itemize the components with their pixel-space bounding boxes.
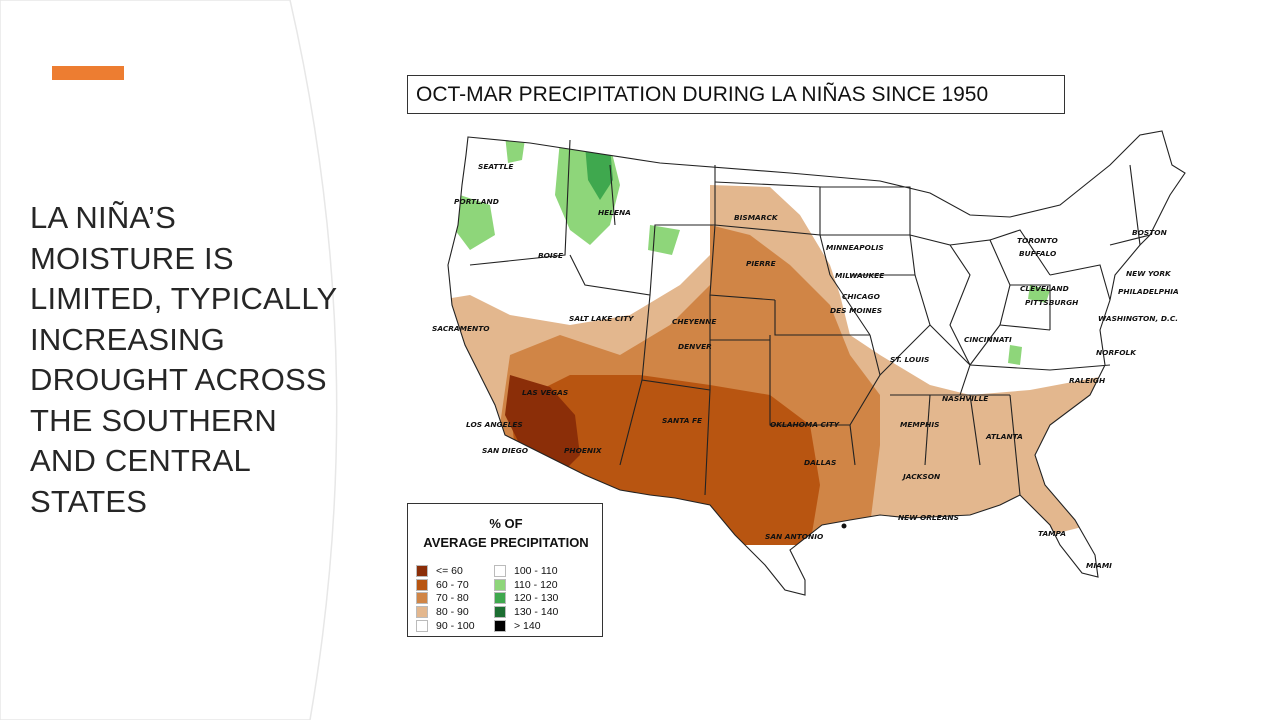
heading-line: INCREASING xyxy=(30,321,225,357)
legend-label: <= 60 xyxy=(436,564,463,577)
city-label: BUFFALO xyxy=(1019,249,1057,258)
legend-label: > 140 xyxy=(514,620,541,633)
legend-title-line: AVERAGE PRECIPITATION xyxy=(423,535,589,550)
legend-swatch xyxy=(494,592,506,605)
legend-item: 80 - 90 xyxy=(416,605,475,619)
city-label: PHOENIX xyxy=(564,446,602,455)
city-label: HELENA xyxy=(598,208,631,217)
city-label: OKLAHOMA CITY xyxy=(770,420,840,429)
heading-line: LA NIÑA’S xyxy=(30,200,176,235)
city-label: ST. LOUIS xyxy=(890,355,929,364)
legend-item: 100 - 110 xyxy=(494,564,558,578)
city-label: NEW ORLEANS xyxy=(898,513,959,522)
precip-shading xyxy=(448,131,1185,595)
city-label: NASHVILLE xyxy=(942,394,988,403)
city-label: SACRAMENTO xyxy=(432,324,490,333)
heading-line: LIMITED, TYPICALLY xyxy=(30,281,338,316)
legend-label: 130 - 140 xyxy=(514,606,559,619)
city-label: ATLANTA xyxy=(985,432,1023,441)
city-label: CINCINNATI xyxy=(964,335,1012,344)
accent-bar xyxy=(52,66,124,80)
legend-label: 90 - 100 xyxy=(436,620,475,633)
legend-item: 130 - 140 xyxy=(494,605,558,619)
legend-item: 110 - 120 xyxy=(494,578,558,592)
legend-swatch xyxy=(494,620,506,633)
city-label: TORONTO xyxy=(1017,236,1059,245)
legend-item: <= 60 xyxy=(416,564,475,578)
city-marker xyxy=(841,523,847,529)
legend-swatch xyxy=(494,564,506,577)
legend-swatch xyxy=(494,578,506,591)
city-label: JACKSON xyxy=(901,472,941,481)
legend-item: 70 - 80 xyxy=(416,592,475,606)
city-label: DES MOINES xyxy=(830,306,882,315)
legend-label: 120 - 130 xyxy=(514,592,559,605)
city-label: PIERRE xyxy=(746,259,776,268)
city-label: SALT LAKE CITY xyxy=(569,314,634,323)
city-label: MILWAUKEE xyxy=(835,271,884,280)
legend-item: 60 - 70 xyxy=(416,578,475,592)
legend-title-line: % OF xyxy=(489,516,523,531)
legend-column: 100 - 110 110 - 120 120 - 130 130 - 140 … xyxy=(494,564,558,633)
city-label: PITTSBURGH xyxy=(1025,298,1079,307)
us-precipitation-map: SEATTLE PORTLAND HELENA BOISE BISMARCK PIERRE… xyxy=(432,130,1186,596)
city-label: SAN ANTONIO xyxy=(765,532,824,541)
city-label: CHEYENNE xyxy=(672,317,716,326)
city-label: SAN DIEGO xyxy=(482,446,529,455)
legend-swatch xyxy=(416,564,428,577)
city-label: TAMPA xyxy=(1038,529,1066,538)
city-label: PHILADELPHIA xyxy=(1118,287,1179,296)
city-label: BISMARCK xyxy=(734,213,779,222)
city-label: MEMPHIS xyxy=(900,420,939,429)
heading-line: AND CENTRAL xyxy=(30,443,251,478)
city-label: LAS VEGAS xyxy=(522,388,568,397)
slide-heading: LA NIÑA’S MOISTURE IS LIMITED, TYPICALLY… xyxy=(30,198,338,522)
heading-line: THE SOUTHERN xyxy=(30,402,277,438)
legend-label: 60 - 70 xyxy=(436,578,469,591)
heading-line: MOISTURE IS xyxy=(30,240,234,276)
city-label: SEATTLE xyxy=(478,162,513,171)
legend-item: > 140 xyxy=(494,619,558,633)
city-label: NEW YORK xyxy=(1126,269,1172,278)
legend-item: 90 - 100 xyxy=(416,619,475,633)
city-label: LOS ANGELES xyxy=(466,420,523,429)
city-label: MINNEAPOLIS xyxy=(826,243,884,252)
city-label: RALEIGH xyxy=(1069,376,1106,385)
state-boundaries xyxy=(447,130,1186,596)
legend-column: <= 60 60 - 70 70 - 80 80 - 90 90 - 100 xyxy=(416,564,475,633)
legend-label: 70 - 80 xyxy=(436,592,469,605)
city-label: DENVER xyxy=(678,342,712,351)
city-label: BOISE xyxy=(538,251,563,260)
city-label: DALLAS xyxy=(804,458,836,467)
city-label: BOSTON xyxy=(1132,228,1168,237)
map-title: OCT-MAR PRECIPITATION DURING LA NIÑAS SI… xyxy=(407,75,1065,114)
legend-swatch xyxy=(416,620,428,633)
legend-swatch xyxy=(416,592,428,605)
legend-label: 110 - 120 xyxy=(514,578,558,591)
city-label: PORTLAND xyxy=(454,197,499,206)
city-label: SANTA FE xyxy=(662,416,702,425)
legend-swatch xyxy=(494,606,506,619)
legend-item: 120 - 130 xyxy=(494,592,558,606)
city-label: MIAMI xyxy=(1086,561,1112,570)
heading-line: DROUGHT ACROSS xyxy=(30,362,327,397)
city-label: CLEVELAND xyxy=(1020,284,1069,293)
legend-swatch xyxy=(416,578,428,591)
legend-label: 80 - 90 xyxy=(436,606,469,619)
city-labels: SEATTLE PORTLAND HELENA BOISE BISMARCK PIERRE… xyxy=(432,162,1179,570)
legend-swatch xyxy=(416,606,428,619)
city-label: WASHINGTON, D.C. xyxy=(1098,314,1178,323)
city-label: NORFOLK xyxy=(1096,348,1137,357)
city-label: CHICAGO xyxy=(842,292,881,301)
map-legend: % OF AVERAGE PRECIPITATION <= 60 60 - 70… xyxy=(407,503,603,637)
legend-label: 100 - 110 xyxy=(514,564,558,577)
heading-line: STATES xyxy=(30,483,148,519)
legend-title: % OF AVERAGE PRECIPITATION xyxy=(408,514,604,552)
